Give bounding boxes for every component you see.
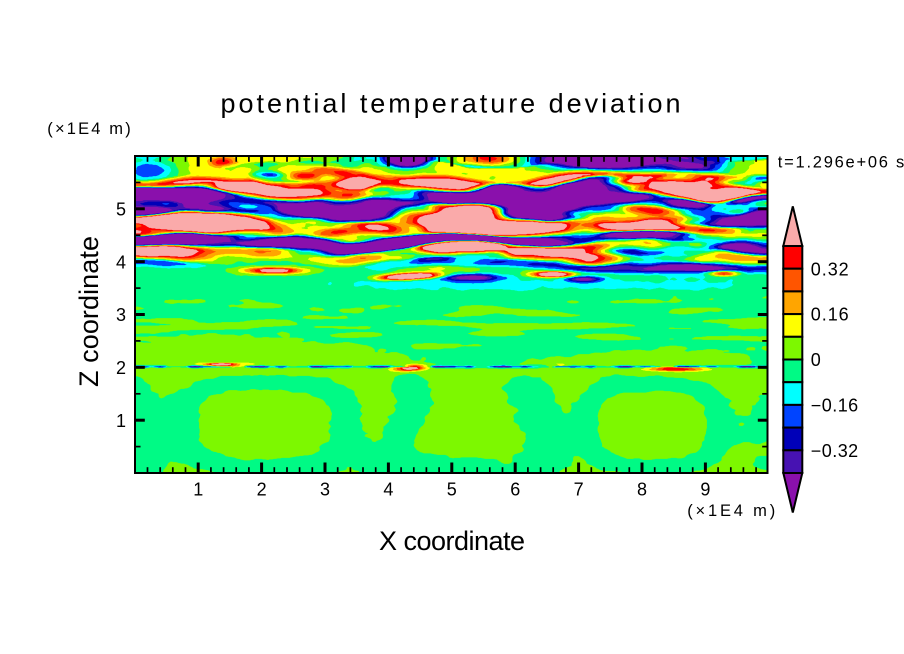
svg-text:9: 9: [700, 480, 710, 500]
svg-text:5: 5: [447, 480, 457, 500]
svg-text:3: 3: [116, 305, 126, 325]
svg-text:X coordinate: X coordinate: [379, 526, 525, 556]
svg-text:6: 6: [510, 480, 520, 500]
svg-text:7: 7: [574, 480, 584, 500]
svg-text:−0.32: −0.32: [811, 441, 859, 461]
svg-text:8: 8: [637, 480, 647, 500]
svg-text:2: 2: [116, 358, 126, 378]
svg-text:2: 2: [257, 480, 267, 500]
svg-text:Z coordinate: Z coordinate: [74, 236, 104, 387]
svg-text:4: 4: [116, 252, 126, 272]
svg-text:4: 4: [383, 480, 393, 500]
svg-text:5: 5: [116, 199, 126, 219]
svg-text:3: 3: [320, 480, 330, 500]
svg-text:(×1E4 m): (×1E4 m): [47, 120, 130, 138]
svg-text:−0.16: −0.16: [811, 395, 859, 415]
svg-text:t=1.296e+06 s: t=1.296e+06 s: [778, 153, 904, 171]
svg-text:1: 1: [116, 411, 126, 431]
svg-text:0: 0: [811, 350, 821, 370]
svg-text:0.32: 0.32: [811, 260, 849, 280]
svg-text:0.16: 0.16: [811, 305, 849, 325]
svg-text:1: 1: [193, 480, 203, 500]
svg-text:potential temperature deviatio: potential temperature deviation: [221, 89, 681, 119]
